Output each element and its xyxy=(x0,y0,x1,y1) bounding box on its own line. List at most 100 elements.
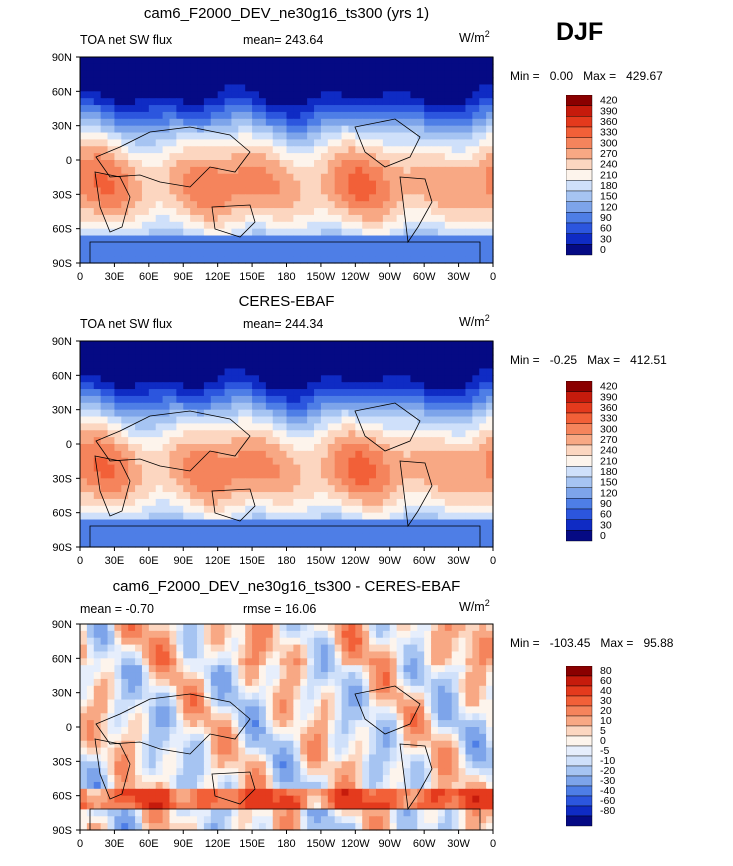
heatmap-cell xyxy=(176,396,183,403)
heatmap-cell xyxy=(465,458,472,465)
heatmap-cell xyxy=(300,492,307,499)
heatmap-cell xyxy=(335,458,342,465)
heatmap-cell xyxy=(465,403,472,410)
heatmap-cell xyxy=(142,624,149,631)
heatmap-cell xyxy=(80,375,87,382)
heatmap-cell xyxy=(410,112,417,119)
heatmap-cell xyxy=(348,362,355,369)
heatmap-cell xyxy=(245,748,252,755)
heatmap-cell xyxy=(149,506,156,513)
heatmap-cell xyxy=(231,126,238,133)
heatmap-cell xyxy=(163,389,170,396)
heatmap-cell xyxy=(452,700,459,707)
heatmap-cell xyxy=(369,672,376,679)
heatmap-cell xyxy=(273,665,280,672)
heatmap-cell xyxy=(328,362,335,369)
heatmap-cell xyxy=(245,368,252,375)
heatmap-cell xyxy=(342,478,349,485)
heatmap-cell xyxy=(135,513,142,520)
heatmap-cell xyxy=(300,208,307,215)
heatmap-cell xyxy=(231,624,238,631)
heatmap-cell xyxy=(452,720,459,727)
heatmap-cell xyxy=(183,112,190,119)
heatmap-cell xyxy=(183,119,190,126)
heatmap-cell xyxy=(307,665,314,672)
heatmap-cell xyxy=(362,105,369,112)
heatmap-cell xyxy=(163,187,170,194)
heatmap-cell xyxy=(307,492,314,499)
heatmap-cell xyxy=(417,229,424,236)
heatmap-cell xyxy=(328,458,335,465)
heatmap-cell xyxy=(376,713,383,720)
heatmap-cell xyxy=(128,215,135,222)
heatmap-cell xyxy=(218,471,225,478)
heatmap-cell xyxy=(80,638,87,645)
heatmap-cell xyxy=(80,492,87,499)
heatmap-cell xyxy=(355,64,362,71)
heatmap-cell xyxy=(369,341,376,348)
heatmap-cell xyxy=(287,444,294,451)
heatmap-cell xyxy=(404,382,411,389)
heatmap-cell xyxy=(486,706,493,713)
heatmap-cell xyxy=(438,540,445,547)
heatmap-cell xyxy=(383,84,390,91)
heatmap-cell xyxy=(225,389,232,396)
heatmap-cell xyxy=(342,201,349,208)
heatmap-cell xyxy=(328,748,335,755)
heatmap-cell xyxy=(348,513,355,520)
heatmap-cell xyxy=(280,741,287,748)
heatmap-cell xyxy=(176,362,183,369)
heatmap-cell xyxy=(87,71,94,78)
heatmap-cell xyxy=(176,229,183,236)
heatmap-cell xyxy=(225,444,232,451)
heatmap-cell xyxy=(445,410,452,417)
heatmap-cell xyxy=(211,119,218,126)
heatmap-cell xyxy=(183,458,190,465)
heatmap-cell xyxy=(390,341,397,348)
heatmap-cell xyxy=(211,645,218,652)
heatmap-cell xyxy=(445,727,452,734)
heatmap-cell xyxy=(321,645,328,652)
heatmap-cell xyxy=(321,91,328,98)
heatmap-cell xyxy=(335,389,342,396)
heatmap-cell xyxy=(390,492,397,499)
heatmap-cell xyxy=(218,720,225,727)
heatmap-cell xyxy=(87,167,94,174)
heatmap-cell xyxy=(314,686,321,693)
heatmap-cell xyxy=(169,437,176,444)
heatmap-cell xyxy=(314,133,321,140)
heatmap-cell xyxy=(465,348,472,355)
heatmap-cell xyxy=(459,417,466,424)
heatmap-cell xyxy=(176,98,183,105)
heatmap-cell xyxy=(369,91,376,98)
heatmap-cell xyxy=(404,181,411,188)
heatmap-cell xyxy=(266,91,273,98)
heatmap-cell xyxy=(348,396,355,403)
heatmap-cell xyxy=(245,417,252,424)
heatmap-cell xyxy=(190,126,197,133)
heatmap-cell xyxy=(397,84,404,91)
heatmap-cell xyxy=(114,748,121,755)
heatmap-cell xyxy=(362,112,369,119)
heatmap-cell xyxy=(163,734,170,741)
heatmap-cell xyxy=(307,229,314,236)
heatmap-cell xyxy=(459,458,466,465)
heatmap-cell xyxy=(101,181,108,188)
heatmap-cell xyxy=(231,665,238,672)
heatmap-cell xyxy=(183,153,190,160)
heatmap-cell xyxy=(472,693,479,700)
heatmap-cell xyxy=(259,471,266,478)
heatmap-cell xyxy=(211,91,218,98)
heatmap-cell xyxy=(169,362,176,369)
heatmap-cell xyxy=(128,112,135,119)
heatmap-cell xyxy=(149,679,156,686)
heatmap-cell xyxy=(355,451,362,458)
heatmap-cell xyxy=(163,672,170,679)
heatmap-cell xyxy=(259,513,266,520)
heatmap-cell xyxy=(342,368,349,375)
heatmap-cell xyxy=(80,64,87,71)
heatmap-cell xyxy=(211,651,218,658)
heatmap-cell xyxy=(472,686,479,693)
heatmap-cell xyxy=(348,242,355,249)
heatmap-cell xyxy=(397,222,404,229)
